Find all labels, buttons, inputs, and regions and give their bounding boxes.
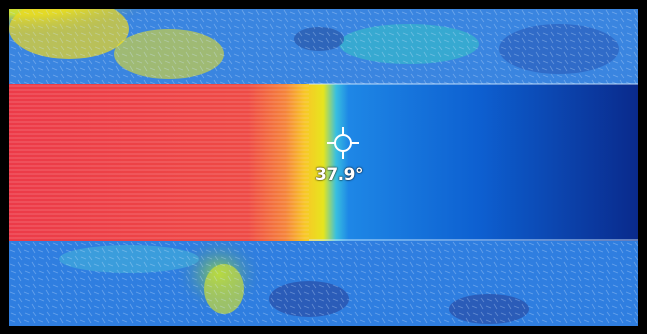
thermal-image: 37.9° bbox=[9, 9, 638, 326]
ground-texture-bottom bbox=[9, 241, 638, 326]
strip-striations bbox=[9, 84, 309, 241]
ground-texture-top bbox=[9, 9, 638, 84]
thermal-scene bbox=[9, 9, 638, 326]
crosshair-icon bbox=[326, 126, 360, 160]
spot-temperature: 37.9° bbox=[315, 165, 363, 185]
